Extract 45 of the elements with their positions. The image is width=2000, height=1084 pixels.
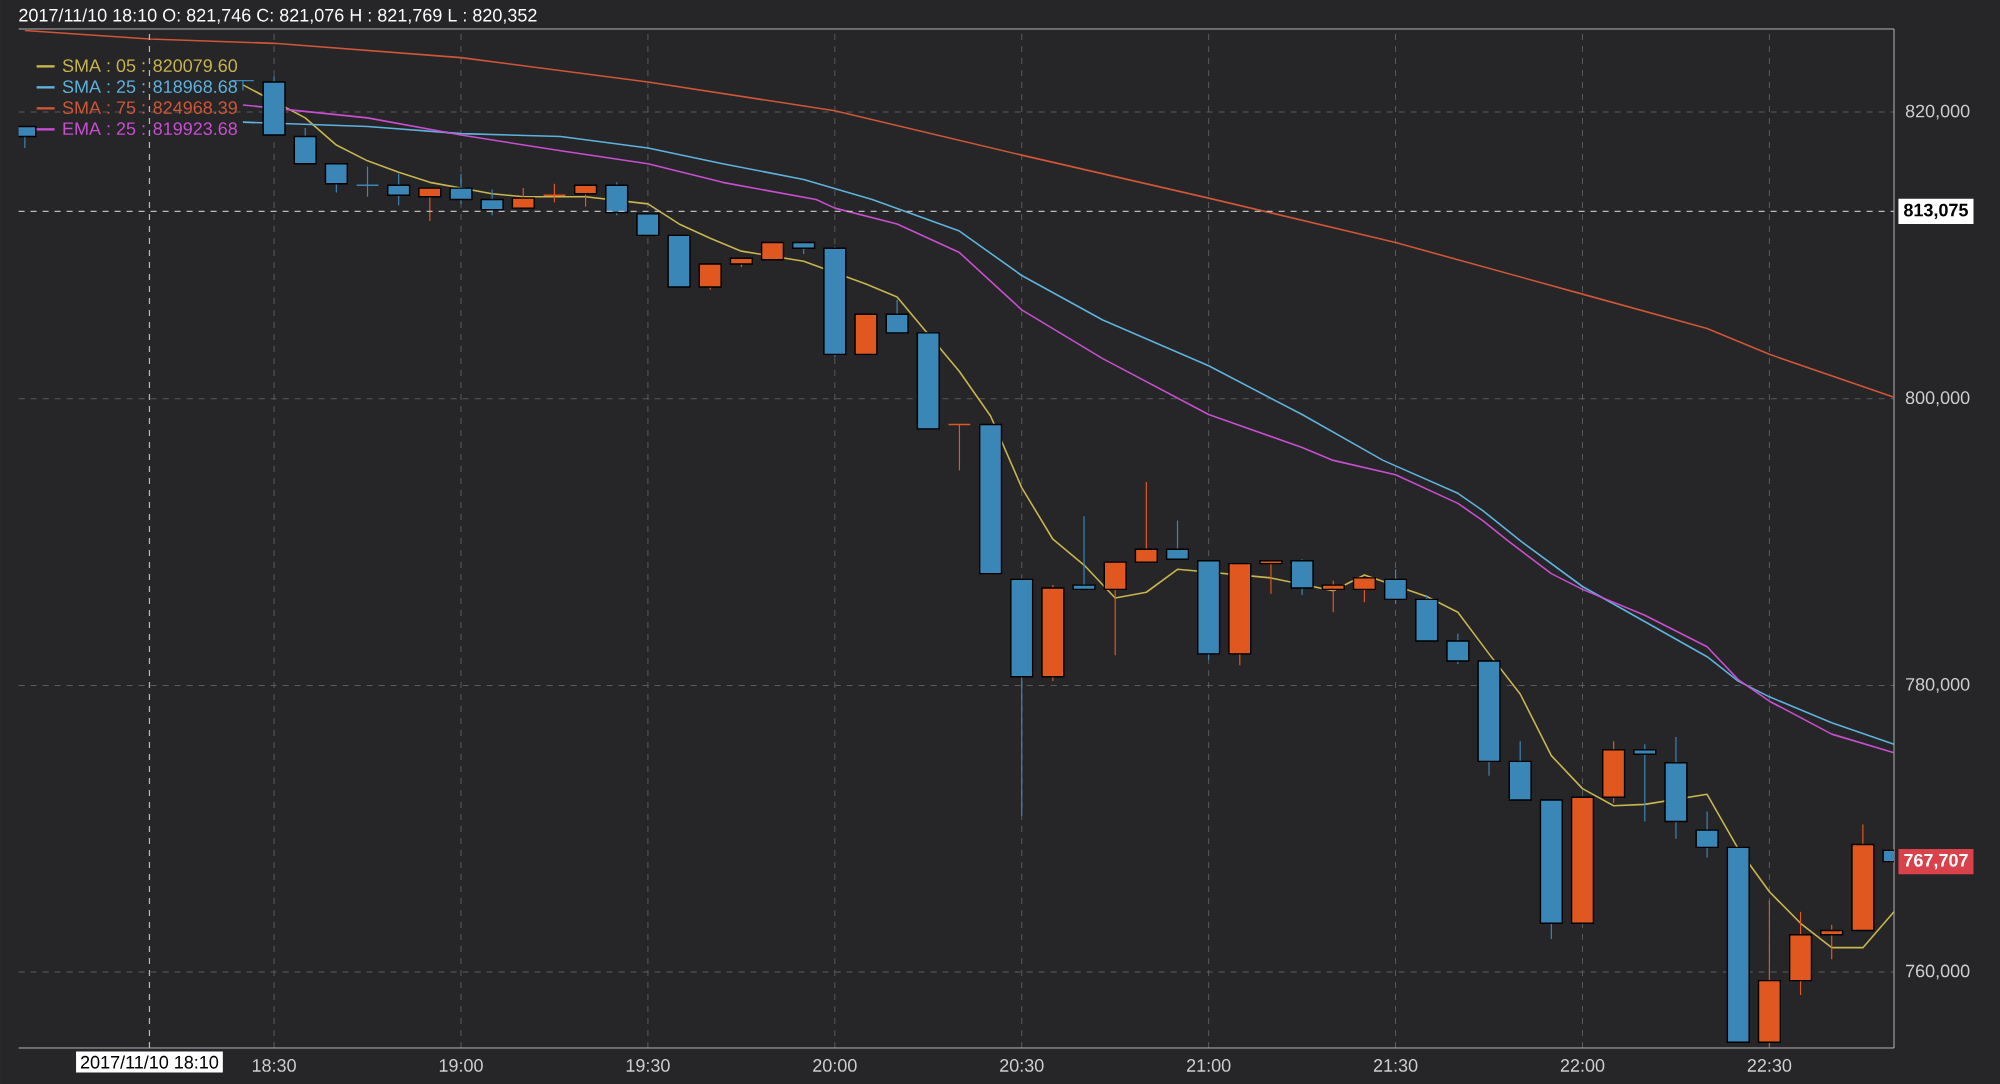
- candlestick: [1072, 515, 1096, 591]
- y-tick-label: 820,000: [1905, 104, 1970, 120]
- candlestick: [1321, 580, 1345, 613]
- ref-line-label: 813,075: [1903, 203, 1968, 220]
- x-tick-label: 20:00: [813, 1059, 857, 1072]
- candlestick: [1633, 743, 1657, 823]
- candlestick: [885, 299, 909, 334]
- legend-label: SMA : 25 : 818968.68: [62, 80, 237, 94]
- x-tick-label: 19:30: [626, 1059, 670, 1072]
- candlestick: [1695, 810, 1719, 858]
- candlestick: [636, 213, 660, 237]
- y-tick-label: 760,000: [1905, 964, 1970, 980]
- x-tick-label: 22:00: [1560, 1059, 1605, 1072]
- candlestick: [387, 173, 411, 206]
- legend-label: SMA : 75 : 824968.39: [62, 101, 237, 115]
- candlestick: [1259, 560, 1283, 595]
- y-tick-label: 800,000: [1905, 391, 1970, 407]
- line-series: [24, 29, 1895, 399]
- legend-label: EMA : 25 : 819923.68: [63, 122, 237, 136]
- candlestick: [1383, 568, 1408, 605]
- candlestick: [698, 263, 722, 291]
- candlestick: [1352, 577, 1377, 603]
- candlestick: [573, 184, 598, 208]
- candlestick: [511, 187, 535, 209]
- x-tick-label: 20:30: [1000, 1059, 1044, 1072]
- candlestick: [324, 163, 348, 193]
- y-tick-label: 780,000: [1905, 677, 1970, 693]
- candlestick: [542, 183, 567, 204]
- x-tick-label: 22:30: [1747, 1059, 1792, 1072]
- candlestick: [947, 423, 972, 472]
- x-tick-label: 21:00: [1187, 1059, 1231, 1072]
- x-tick-label: 21:30: [1373, 1059, 1418, 1072]
- candlestick: [355, 165, 380, 198]
- candlestick: [480, 188, 504, 216]
- candlestick: [1165, 519, 1190, 560]
- legend-label: SMA : 05 : 820079.60: [62, 59, 238, 73]
- x-tick-label: 18:30: [252, 1059, 296, 1072]
- candlestick: [1446, 633, 1470, 665]
- candlestick: [1134, 481, 1158, 563]
- x-tick-label: 19:00: [439, 1059, 483, 1072]
- candlestick: [418, 187, 442, 222]
- ref-line-label: 2017/11/10 18:10: [80, 1055, 219, 1069]
- chart-title: 2017/11/10 18:10 O: 821,746 C: 821,076 H : 821,769 L : 820,352: [19, 8, 537, 24]
- candlestick: [449, 173, 473, 205]
- annotation: 767,707: [1904, 853, 1968, 870]
